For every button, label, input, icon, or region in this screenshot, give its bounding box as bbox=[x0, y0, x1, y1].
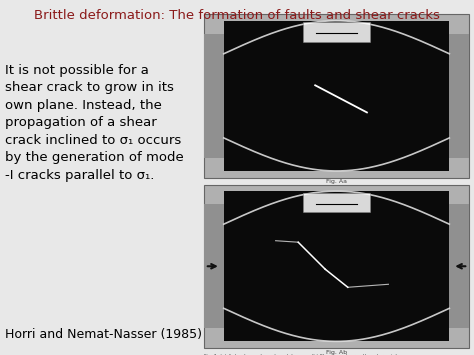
Text: It is not possible for a
shear crack to grow in its
own plane. Instead, the
prop: It is not possible for a shear crack to … bbox=[5, 64, 183, 182]
Text: Brittle deformation: The formation of faults and shear cracks: Brittle deformation: The formation of fa… bbox=[34, 9, 440, 22]
Bar bbox=[224, 21, 449, 171]
Bar bbox=[224, 191, 449, 342]
Bar bbox=[204, 204, 224, 328]
Text: Horri and Nemat-Nasser (1985): Horri and Nemat-Nasser (1985) bbox=[5, 328, 202, 341]
Text: Fig. Ab: Fig. Ab bbox=[326, 350, 347, 355]
Bar bbox=[303, 193, 370, 212]
Bar bbox=[204, 185, 469, 348]
Bar bbox=[204, 34, 224, 158]
Text: Fig. Aa: Fig. Aa bbox=[326, 179, 347, 184]
Bar bbox=[204, 14, 469, 178]
Bar bbox=[449, 34, 469, 158]
Bar bbox=[449, 204, 469, 328]
Text: Fig. 1  (a) A dog-bone shaped model spec... (b) Shear crack growth under axial c: Fig. 1 (a) A dog-bone shaped model spec.… bbox=[204, 354, 410, 355]
Bar bbox=[303, 22, 370, 42]
